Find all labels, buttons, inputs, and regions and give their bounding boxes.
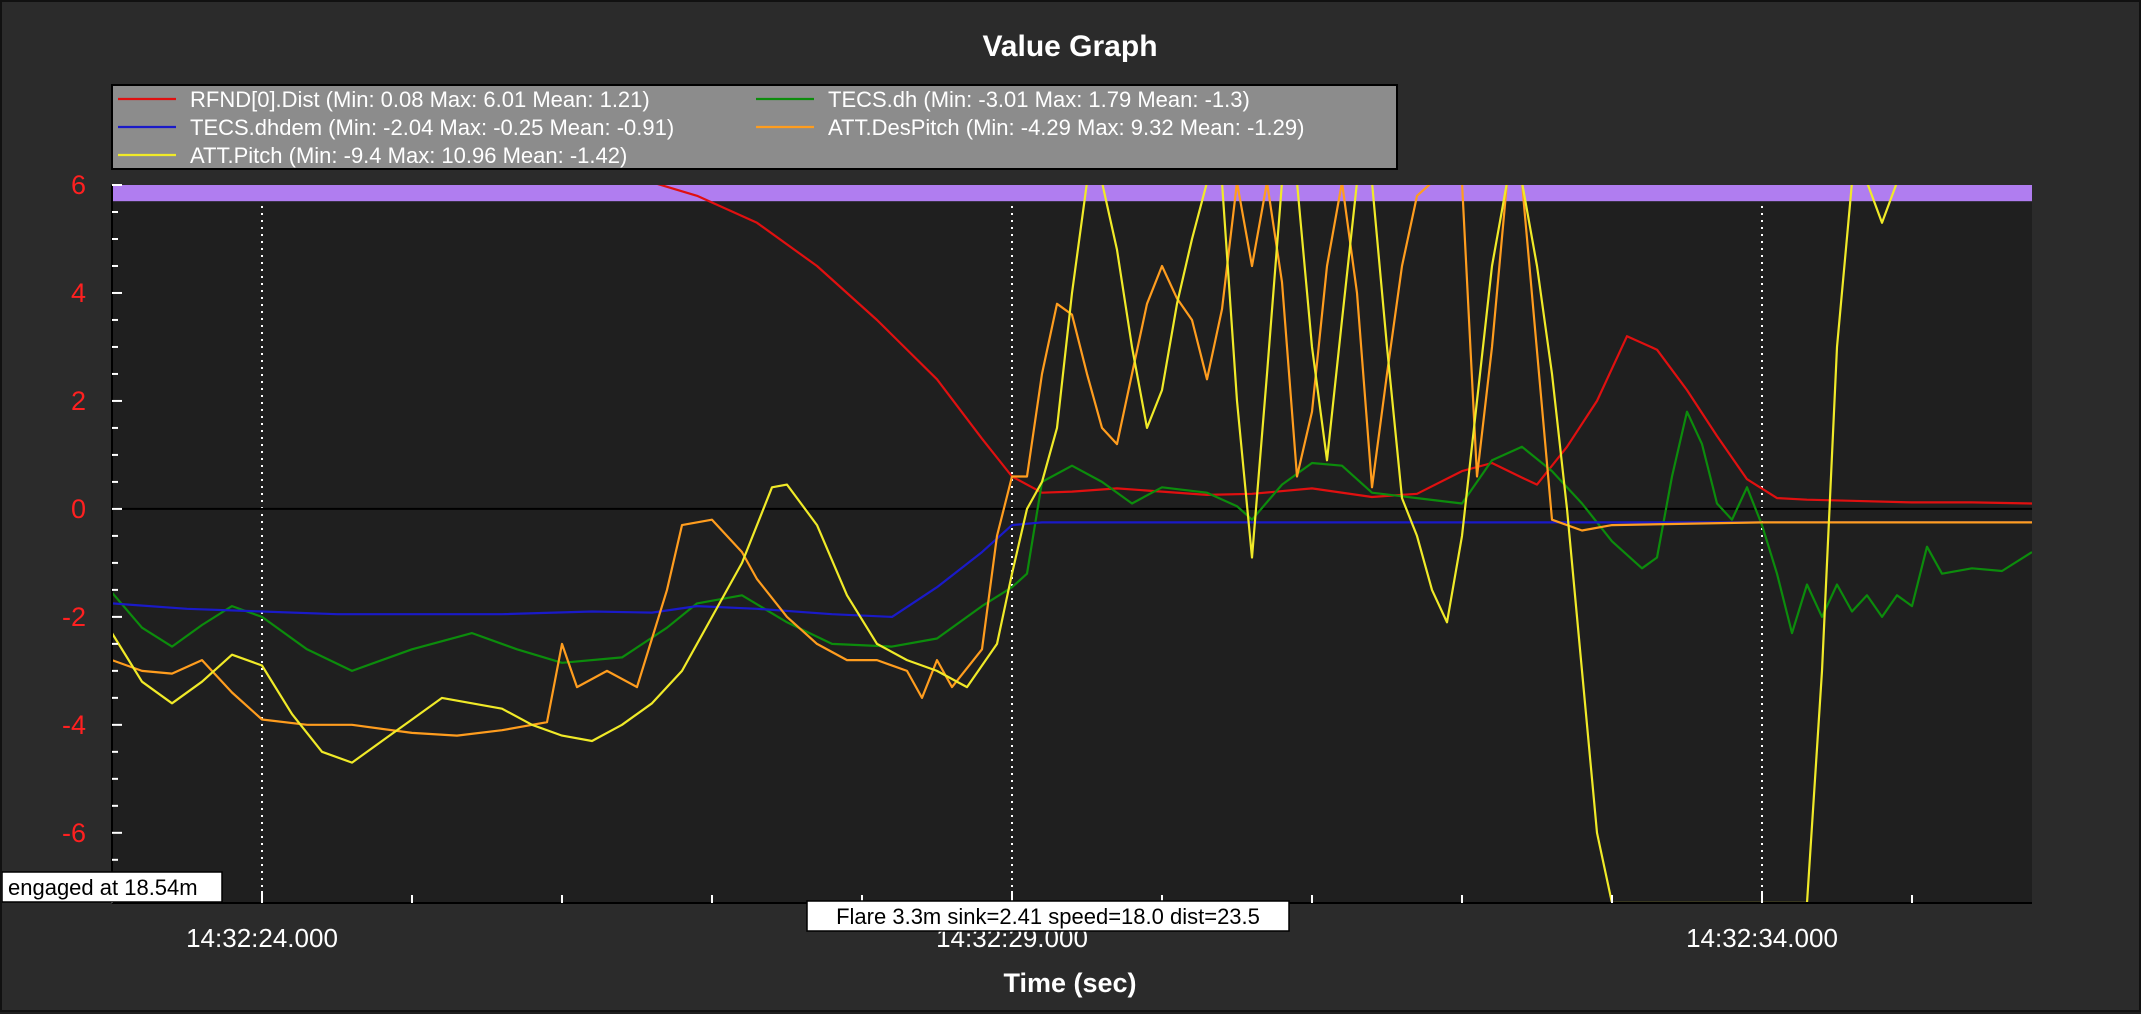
- y-tick-label-2: 2: [71, 386, 86, 416]
- band-layer: [112, 185, 2032, 202]
- x-tick-label-0: 14:32:24.000: [186, 923, 338, 953]
- legend-box: [111, 84, 1398, 170]
- legend-label-tecs_dh: TECS.dh (Min: -3.01 Max: 1.79 Mean: -1.3…: [828, 87, 1250, 112]
- legend-item-rfnd[interactable]: RFND[0].Dist (Min: 0.08 Max: 6.01 Mean: …: [118, 87, 650, 112]
- legend-label-tecs_dhdem: TECS.dhdem (Min: -2.04 Max: -0.25 Mean: …: [190, 115, 674, 140]
- series-line-att_pitch: [112, 185, 1898, 903]
- annotation-flare: Flare 3.3m sink=2.41 speed=18.0 dist=23.…: [806, 900, 1290, 932]
- annotation-engaged-box: [2, 871, 223, 903]
- series-layer: [112, 185, 2032, 903]
- grid-layer: [112, 185, 2032, 903]
- legend-label-rfnd: RFND[0].Dist (Min: 0.08 Max: 6.01 Mean: …: [190, 87, 650, 112]
- y-tick-label-4: -2: [62, 602, 86, 632]
- x-tick-label-2: 14:32:34.000: [1686, 923, 1838, 953]
- legend-item-tecs_dhdem[interactable]: TECS.dhdem (Min: -2.04 Max: -0.25 Mean: …: [118, 115, 674, 140]
- y-tick-label-1: 4: [71, 278, 86, 308]
- legend-item-tecs_dh[interactable]: TECS.dh (Min: -3.01 Max: 1.79 Mean: -1.3…: [756, 87, 1250, 112]
- plot-area[interactable]: [112, 185, 2032, 903]
- legend-label-att_despitch: ATT.DesPitch (Min: -4.29 Max: 9.32 Mean:…: [828, 115, 1304, 140]
- annotation-engaged: engaged at 18.54m: [2, 871, 223, 903]
- y-tick-label-3: 0: [71, 494, 86, 524]
- legend-label-att_pitch: ATT.Pitch (Min: -9.4 Max: 10.96 Mean: -1…: [190, 143, 627, 168]
- x-axis-label: Time (sec): [1003, 968, 1136, 998]
- y-tick-label-6: -6: [62, 818, 86, 848]
- annotation-flare-box: [806, 900, 1290, 932]
- series-line-rfnd: [657, 185, 2032, 505]
- legend-item-att_pitch[interactable]: ATT.Pitch (Min: -9.4 Max: 10.96 Mean: -1…: [118, 143, 627, 168]
- legend[interactable]: RFND[0].Dist (Min: 0.08 Max: 6.01 Mean: …: [111, 84, 1398, 170]
- annotations: engaged at 18.54m Flare 3.3m sink=2.41 sp…: [2, 871, 1290, 932]
- annotation-flare-text: Flare 3.3m sink=2.41 speed=18.0 dist=23.…: [836, 904, 1260, 929]
- highlight-band: [112, 185, 2032, 202]
- series-line-tecs_dhdem: [112, 521, 2032, 618]
- annotation-engaged-text: engaged at 18.54m: [8, 875, 198, 900]
- chart-title: Value Graph: [982, 30, 1157, 63]
- series-line-att_despitch: [112, 185, 2032, 737]
- y-tick-label-5: -4: [62, 710, 86, 740]
- legend-item-att_despitch[interactable]: ATT.DesPitch (Min: -4.29 Max: 9.32 Mean:…: [756, 115, 1304, 140]
- y-tick-label-0: 6: [71, 170, 86, 200]
